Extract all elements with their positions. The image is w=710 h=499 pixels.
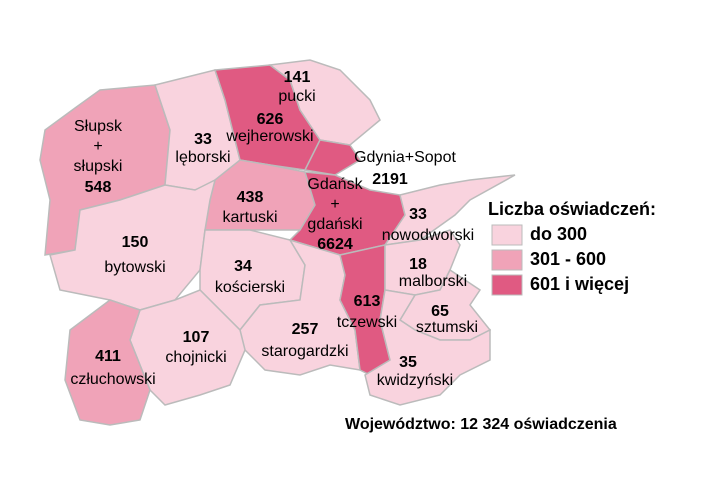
region-name: +	[93, 138, 102, 155]
region-name: bytowski	[104, 259, 165, 276]
region-value: 107	[183, 329, 210, 346]
legend-swatch	[491, 274, 523, 296]
region-name: pucki	[278, 88, 315, 105]
region-value: 33	[194, 131, 212, 148]
region-name: chojnicki	[165, 349, 226, 366]
region-value: 548	[85, 179, 112, 196]
region-name: wejherowski	[225, 128, 313, 145]
labels: 548Słupsk+słupski33lęborski626wejherowsk…	[70, 69, 478, 389]
region-name: słupski	[74, 158, 123, 175]
region-name: lęborski	[175, 149, 230, 166]
region-name: gdański	[307, 216, 362, 233]
region-value: 33	[409, 206, 427, 223]
legend-label: 301 - 600	[530, 249, 606, 269]
legend-label: 601 i więcej	[530, 274, 629, 294]
region-value: 34	[234, 258, 252, 275]
region	[364, 289, 491, 406]
legend-swatch	[491, 249, 523, 271]
region-name: kościerski	[215, 279, 285, 296]
regions	[39, 59, 516, 426]
region	[303, 139, 362, 176]
region-value: 6624	[317, 236, 353, 253]
region-value: 257	[292, 321, 319, 338]
legend-label: do 300	[530, 224, 587, 244]
region-value: 613	[354, 293, 381, 310]
region-name: Gdańsk	[307, 176, 363, 193]
region-value: 65	[431, 303, 449, 320]
region-name: Gdynia+Sopot	[354, 149, 456, 166]
footer: Województwo: 12 324 oświadczenia	[345, 416, 617, 433]
region-value: 411	[95, 348, 121, 365]
region	[383, 174, 516, 246]
region-name: kwidzyński	[377, 372, 453, 389]
region-value: 2191	[372, 171, 408, 188]
region-name: kartuski	[222, 209, 277, 226]
region-name: tczewski	[337, 314, 397, 331]
region-value: 18	[409, 256, 427, 273]
legend-swatch	[491, 224, 523, 246]
region-name: starogardzki	[261, 343, 348, 360]
region-value: 141	[284, 69, 311, 86]
region	[64, 299, 151, 426]
region-name: nowodworski	[382, 227, 474, 244]
region-name: człuchowski	[70, 371, 155, 388]
region-name: malborski	[399, 273, 467, 290]
region-name: +	[330, 196, 339, 213]
region-value: 626	[257, 111, 284, 128]
region-name: sztumski	[416, 319, 478, 336]
region	[268, 59, 381, 146]
region-value: 150	[122, 234, 149, 251]
region-name: Słupsk	[74, 118, 123, 135]
region-value: 35	[399, 354, 417, 371]
region-value: 438	[237, 189, 264, 206]
legend-title: Liczba oświadczeń:	[488, 199, 656, 219]
